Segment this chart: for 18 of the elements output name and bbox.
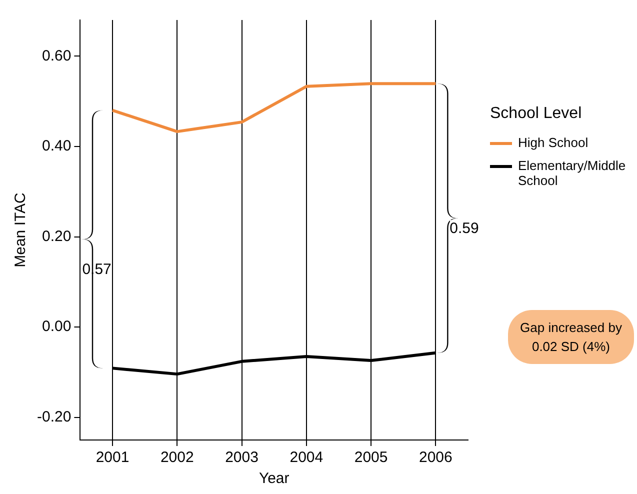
legend-title: School Level (490, 105, 583, 123)
x-tick-label: 2003 (225, 449, 258, 466)
y-tick-label: 0.60 (42, 47, 72, 64)
x-tick-label: 2002 (160, 449, 194, 466)
text: Gap increased by 0.02 SD (4%) (508, 310, 634, 364)
legend-label: Elementary/Middle School (518, 158, 627, 188)
y-tick-label: -0.20 (36, 408, 72, 426)
x-axis-title: Year (258, 470, 290, 488)
x-tick-label: 2006 (418, 449, 452, 466)
legend-label: High School (518, 135, 590, 150)
x-tick-label: 2005 (354, 449, 388, 466)
y-tick-label: 0.20 (42, 228, 72, 245)
y-tick-label: 0.40 (42, 138, 72, 155)
x-tick-label: 2004 (290, 449, 324, 466)
annotation: 0.59 (450, 220, 479, 238)
y-tick-label: 0.00 (42, 318, 72, 336)
y-axis-title: Mean ITAC (12, 192, 30, 268)
x-tick-label: 2001 (96, 449, 130, 466)
